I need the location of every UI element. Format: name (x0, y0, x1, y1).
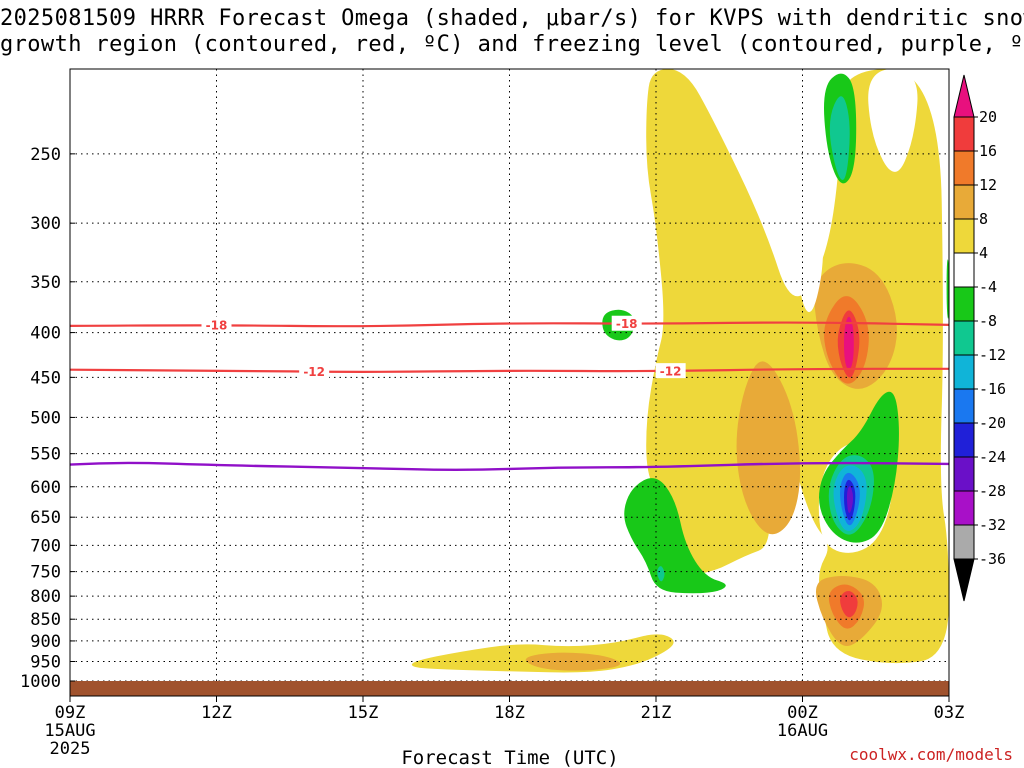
y-tick-label-1000: 1000 (20, 672, 61, 692)
y-tick-label-750: 750 (30, 563, 61, 583)
omega-region-8-3 (525, 652, 621, 671)
y-tick-label-350: 350 (30, 273, 61, 293)
contour-label-neg12-0: -12 (303, 365, 325, 379)
x-tick-date-09Z: 15AUG (44, 721, 95, 741)
y-tick-label-600: 600 (30, 478, 61, 498)
colorbar-segment-8 (953, 388, 975, 424)
x-tick-label-15Z: 15Z (348, 703, 379, 723)
contour-label-neg18-0: -18 (206, 318, 228, 332)
omega-region-neg12-21 (657, 566, 665, 582)
y-tick-label-950: 950 (30, 652, 61, 672)
colorbar-segment-3 (953, 218, 975, 254)
colorbar-label-5: -4 (979, 278, 997, 296)
colorbar-label-11: -28 (979, 482, 1006, 500)
colorbar-label-7: -12 (979, 346, 1006, 364)
y-tick-label-400: 400 (30, 324, 61, 344)
contour-label-bg (611, 315, 642, 331)
y-tick-label-500: 500 (30, 408, 61, 428)
colorbar-label-12: -32 (979, 516, 1006, 534)
contour-label-neg12-1: -12 (660, 365, 682, 379)
omega-region-20-10 (844, 316, 854, 370)
colorbar-label-13: -36 (979, 550, 1006, 568)
x-tick-year-09Z: 2025 (50, 739, 91, 759)
contour-lines: -18 -18 -12 -12 (70, 315, 949, 472)
freezing-level-contour (70, 461, 949, 472)
contour-label-bg (201, 316, 232, 332)
colorbar-segment-1 (953, 150, 975, 186)
y-tick-label-900: 900 (30, 632, 61, 652)
y-tick-label-250: 250 (30, 145, 61, 165)
y-tick-label-800: 800 (30, 587, 61, 607)
colorbar-label-9: -20 (979, 414, 1006, 432)
colorbar: 20 16 12 8 4 -4 -8 -12 -16 -20 -24 -28 -32 -36 (953, 74, 1006, 602)
title-line-2: growth region (contoured, red, ºC) and f… (0, 32, 1024, 57)
omega-region-neg4-11 (792, 69, 824, 313)
omega-shading (411, 69, 949, 673)
colorbar-label-2: 12 (979, 176, 997, 194)
y-tick-label-550: 550 (30, 445, 61, 465)
contour-label-bg (655, 363, 686, 379)
colorbar-segment-9 (953, 422, 975, 458)
colorbar-top-arrow (953, 74, 975, 118)
x-axis-label: Forecast Time (UTC) (401, 747, 618, 768)
colorbar-segment-7 (953, 354, 975, 390)
colorbar-segment-10 (953, 456, 975, 492)
y-tick-label-850: 850 (30, 610, 61, 630)
colorbar-segment-12 (953, 524, 975, 560)
x-tick-label-03Z: 03Z (934, 703, 965, 723)
title-line-1: 2025081509 HRRR Forecast Omega (shaded, … (0, 6, 1024, 31)
colorbar-label-0: 20 (979, 108, 997, 126)
colorbar-label-4: 4 (979, 244, 988, 262)
contour-label-neg18-1: -18 (616, 317, 638, 331)
colorbar-segment-11 (953, 490, 975, 526)
temperature-contour-neg18 (70, 321, 949, 328)
temperature-contour-neg12 (70, 367, 949, 373)
colorbar-label-8: -16 (979, 380, 1006, 398)
y-axis: 2503003504004505005506006507007508008509… (20, 145, 75, 692)
grid-lines (70, 69, 949, 682)
chart-title: 2025081509 HRRR Forecast Omega (shaded, … (0, 6, 1024, 58)
contour-label-bg (299, 363, 330, 379)
x-tick-label-12Z: 12Z (201, 703, 232, 723)
colorbar-label-10: -24 (979, 448, 1006, 466)
colorbar-segment-4 (953, 252, 975, 288)
omega-region-neg28-25 (846, 486, 854, 513)
ground-bar (70, 681, 949, 696)
colorbar-label-3: 8 (979, 210, 988, 228)
y-tick-label-700: 700 (30, 536, 61, 556)
omega-region-neg8-18 (946, 259, 949, 319)
colorbar-label-1: 16 (979, 142, 997, 160)
credit-link[interactable]: coolwx.com/models (849, 745, 1013, 764)
colorbar-label-6: -8 (979, 312, 997, 330)
colorbar-segment-5 (953, 286, 975, 322)
omega-region-8-2 (736, 361, 801, 535)
omega-region-neg12-19 (829, 96, 850, 180)
y-tick-label-300: 300 (30, 214, 61, 234)
colorbar-segment-0 (953, 116, 975, 152)
x-tick-label-21Z: 21Z (641, 703, 672, 723)
colorbar-bottom-arrow (953, 558, 975, 602)
x-tick-label-18Z: 18Z (494, 703, 525, 723)
omega-region-neg4-13 (868, 69, 918, 172)
y-tick-label-450: 450 (30, 368, 61, 388)
colorbar-segment-6 (953, 320, 975, 356)
x-tick-date-00Z: 16AUG (777, 721, 828, 741)
omega-region-16-9 (840, 591, 858, 618)
colorbar-segment-2 (953, 184, 975, 220)
y-tick-label-650: 650 (30, 508, 61, 528)
omega-region-neg8-16 (624, 478, 726, 594)
x-tick-label-00Z: 00Z (787, 703, 818, 723)
x-tick-label-09Z: 09Z (55, 703, 86, 723)
